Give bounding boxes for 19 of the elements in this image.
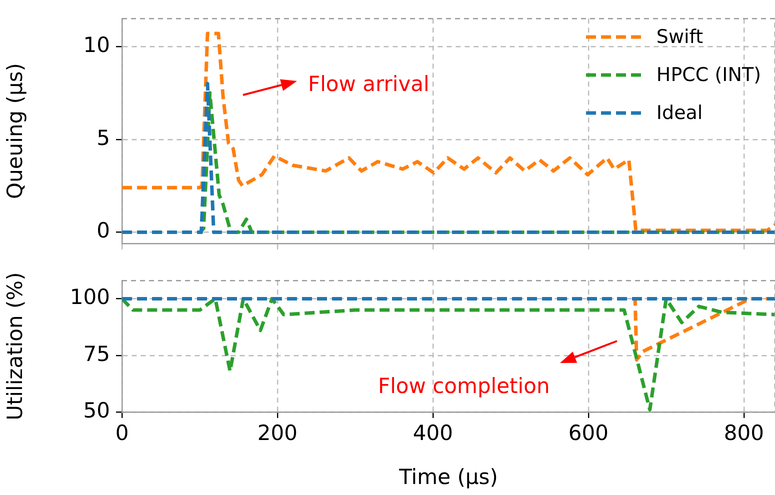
y-axis-title: Queuing (μs): [3, 63, 28, 199]
annotation: Flow arrival: [308, 72, 430, 96]
x-tick-label: 0: [115, 421, 129, 446]
x-tick-label: 600: [568, 421, 608, 446]
y-tick-label: 5: [96, 126, 110, 150]
y-tick-label: 0: [96, 218, 110, 243]
x-tick-label: 800: [724, 421, 764, 446]
legend-label: Swift: [656, 26, 704, 48]
x-tick-label: 200: [257, 421, 298, 446]
y-tick-label: 100: [70, 285, 110, 310]
y-axis-title: Utilization (%): [3, 272, 28, 420]
y-tick-label: 50: [83, 398, 110, 422]
x-tick-label: 400: [412, 421, 453, 446]
legend-label: HPCC (INT): [656, 64, 761, 86]
legend-label: Ideal: [656, 102, 703, 124]
x-axis-title: Time (μs): [398, 464, 498, 489]
annotation: Flow completion: [378, 374, 550, 398]
y-tick-label: 10: [83, 32, 110, 57]
y-tick-label: 75: [83, 342, 110, 366]
